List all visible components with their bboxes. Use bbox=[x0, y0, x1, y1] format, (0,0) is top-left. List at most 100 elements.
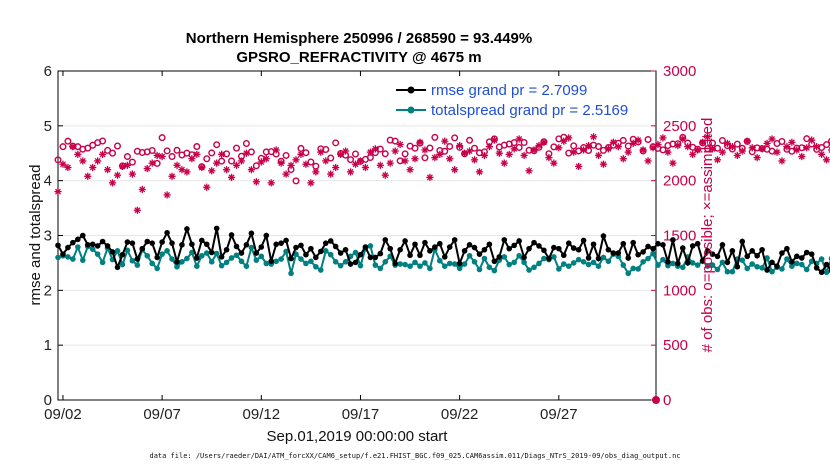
rmse-point bbox=[70, 239, 76, 246]
totalspread-point bbox=[437, 257, 443, 264]
possible-marker bbox=[585, 147, 593, 155]
rmse-point bbox=[724, 259, 731, 266]
possible-marker bbox=[352, 150, 360, 158]
totalspread-point bbox=[427, 265, 433, 272]
possible-marker bbox=[446, 142, 454, 150]
rmse-point bbox=[342, 246, 349, 253]
totalspread-point bbox=[511, 259, 517, 266]
possible-marker bbox=[580, 144, 588, 152]
totalspread-point bbox=[194, 263, 200, 270]
rmse-point bbox=[104, 243, 111, 249]
possible-marker bbox=[287, 165, 295, 173]
totalspread-point bbox=[456, 265, 463, 272]
possible-marker bbox=[431, 133, 439, 141]
assimilated-obs-series bbox=[54, 133, 830, 214]
possible-marker bbox=[114, 142, 122, 150]
possible-marker bbox=[173, 146, 181, 154]
totalspread-point bbox=[823, 269, 830, 276]
totalspread-point bbox=[372, 262, 379, 268]
possible-marker bbox=[153, 159, 161, 167]
totalspread-point bbox=[630, 265, 636, 272]
totalspread-point bbox=[580, 259, 587, 265]
totalspread-point bbox=[208, 259, 215, 265]
assimilated-marker bbox=[94, 157, 102, 165]
rmse-point bbox=[600, 233, 607, 239]
possible-marker bbox=[247, 148, 255, 156]
totalspread-point bbox=[412, 259, 418, 266]
rmse-point bbox=[506, 245, 513, 252]
totalspread-point bbox=[144, 252, 151, 259]
possible-marker bbox=[461, 150, 469, 158]
totalspread-point bbox=[352, 249, 359, 256]
possible-marker bbox=[198, 163, 206, 171]
assimilated-marker bbox=[183, 168, 191, 176]
rmse-point bbox=[491, 258, 498, 265]
assimilated-marker bbox=[54, 188, 62, 196]
assimilated-marker bbox=[59, 160, 67, 168]
rmse-point bbox=[818, 269, 825, 276]
assimilated-marker bbox=[441, 137, 449, 145]
rmse-point bbox=[392, 260, 398, 267]
totalspread-point bbox=[308, 258, 314, 265]
totalspread-point bbox=[114, 248, 121, 254]
rmse-point bbox=[169, 240, 175, 246]
rmse-point bbox=[620, 240, 627, 247]
totalspread-point bbox=[70, 256, 76, 262]
possible-marker bbox=[376, 145, 384, 153]
assimilated-marker bbox=[431, 154, 439, 162]
possible-marker bbox=[575, 147, 583, 155]
totalspread-point bbox=[119, 261, 126, 268]
possible-marker bbox=[788, 147, 796, 155]
assimilated-marker bbox=[753, 154, 761, 162]
possible-marker bbox=[277, 157, 285, 165]
totalspread-point bbox=[600, 254, 607, 261]
rmse-point bbox=[184, 226, 190, 232]
rmse-point bbox=[109, 249, 116, 255]
rmse-point bbox=[496, 254, 503, 260]
rmse-point bbox=[397, 246, 403, 253]
rmse-point bbox=[253, 250, 260, 256]
totalspread-point bbox=[794, 260, 800, 267]
rmse-point bbox=[159, 239, 165, 245]
rmse-point bbox=[699, 257, 706, 264]
possible-marker bbox=[644, 136, 652, 144]
y-axis-right-label: # of obs: o=possible; ×=assimilated bbox=[699, 118, 716, 353]
rmse-point bbox=[556, 245, 562, 252]
rmse-point bbox=[263, 232, 270, 239]
possible-marker bbox=[818, 144, 826, 152]
totalspread-point bbox=[243, 263, 250, 270]
rmse-point bbox=[744, 253, 751, 260]
possible-marker bbox=[471, 144, 479, 152]
possible-marker bbox=[619, 136, 627, 144]
totalspread-point bbox=[655, 262, 661, 268]
totalspread-point bbox=[94, 251, 101, 257]
totalspread-point bbox=[625, 270, 632, 277]
x-tick-label: 09/17 bbox=[342, 406, 380, 423]
totalspread-point bbox=[164, 248, 170, 254]
assimilated-marker bbox=[222, 166, 231, 174]
rmse-point bbox=[293, 244, 299, 251]
rmse-point bbox=[94, 243, 101, 249]
possible-marker bbox=[540, 138, 548, 146]
rmse-point bbox=[194, 255, 200, 261]
assimilated-marker bbox=[133, 206, 141, 214]
right-y-axis-ticks: 0 500 1000 1500 2000 2500 3000 bbox=[651, 63, 696, 409]
assimilated-marker bbox=[505, 150, 513, 158]
possible-marker bbox=[411, 144, 419, 152]
totalspread-point bbox=[635, 266, 641, 272]
possible-marker bbox=[123, 153, 131, 161]
assimilated-marker bbox=[173, 161, 181, 169]
rmse-point bbox=[89, 241, 96, 248]
rmse-point bbox=[119, 251, 126, 258]
rmse-point bbox=[670, 237, 676, 243]
totalspread-point bbox=[377, 265, 384, 272]
right-tick-label: 3000 bbox=[663, 63, 696, 80]
rmse-point bbox=[213, 225, 220, 232]
possible-marker bbox=[391, 137, 399, 145]
rmse-point bbox=[675, 260, 681, 267]
assimilated-marker bbox=[292, 156, 300, 164]
assimilated-marker bbox=[143, 165, 151, 173]
totalspread-point bbox=[541, 255, 547, 262]
possible-marker bbox=[634, 138, 642, 146]
left-tick-label: 3 bbox=[44, 228, 52, 245]
